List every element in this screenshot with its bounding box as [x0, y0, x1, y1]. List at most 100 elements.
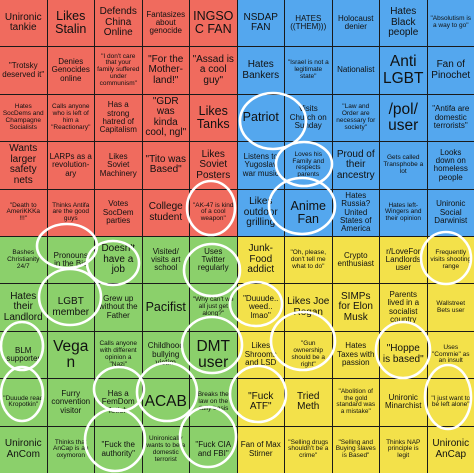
bingo-cell-text: "Death to AmeriKKKa !!!": [6, 201, 41, 223]
bingo-cell: LARPs as a revolution-ary: [47, 142, 94, 189]
bingo-cell-text: "Selling and Buying slaves is Based": [335, 438, 376, 460]
bingo-cell: Hates SocDems and Champagne Socialists: [0, 94, 47, 142]
bingo-cell-text: "Fuck ATF": [248, 390, 274, 413]
bingo-cell-text: Unironically wants to be a domestic terr…: [146, 435, 186, 463]
bingo-cell: "Absolutism is a way to go": [427, 0, 474, 47]
bingo-cell: Patriot: [237, 94, 284, 142]
bingo-cell: Hates Taxes with passion: [332, 331, 379, 379]
bingo-cell: "AK-47 is kind of a cool weapon": [190, 189, 237, 236]
bingo-cell: HATES ((THEM))): [285, 0, 332, 47]
bingo-cell-text: /pol/ user: [388, 100, 419, 134]
bingo-cell: Uses Twitter regularly: [190, 237, 237, 284]
bingo-cell-text: Likes outdoor grilling: [243, 196, 278, 229]
bingo-cell: Childhood bullying victim: [142, 331, 189, 379]
bingo-cell-text: Fantasizes about genocide: [146, 9, 186, 36]
bingo-cell: "Duuude.. weed.. lmao": [237, 284, 284, 331]
bingo-cell: Thinks NAP principle is legit: [380, 426, 427, 473]
bingo-cell-text: "Trotsky deserved it": [2, 61, 45, 79]
bingo-cell: Hates Russia? United States of America: [332, 189, 379, 236]
bingo-cell: Grew up without the Father: [95, 284, 142, 331]
bingo-cell: Unironic AnCap: [427, 426, 474, 473]
bingo-cell: Proud of their ancestry: [332, 142, 379, 189]
bingo-cell: Fan of Max Stirner: [237, 426, 284, 473]
bingo-cell-text: Uses "Commie" as an insult: [432, 343, 470, 365]
bingo-cell: ACAB: [142, 379, 189, 426]
bingo-cell-text: "Antifa are domestic terrorists": [432, 104, 470, 131]
bingo-cell-text: Has a FemDom fetish: [101, 388, 135, 415]
bingo-cell-text: Listens to Yugoslav war music: [242, 151, 279, 178]
bingo-cell-text: Hates Russia? United States of America: [339, 190, 372, 234]
bingo-cell-text: Hates left-Wingers and their opinion: [385, 201, 422, 223]
bingo-cell-text: Wallstreet Bets user: [436, 299, 466, 314]
bingo-cell: Has a FemDom fetish: [95, 379, 142, 426]
bingo-cell: "Law and Order are necessary for society…: [332, 94, 379, 142]
bingo-cell: "Selling drugs shouldn't be a crime": [285, 426, 332, 473]
bingo-cell-text: Loves his Family and respects parents: [292, 150, 325, 179]
bingo-cell: SIMPs for Elon Musk: [332, 284, 379, 331]
bingo-cell: Frequently visits shooting range: [427, 237, 474, 284]
bingo-cell: "Abolition of the gold standard was a mi…: [332, 379, 379, 426]
bingo-cell: Calls anyone who is left of him a "React…: [47, 94, 94, 142]
bingo-cell: Looks down on homeless people: [427, 142, 474, 189]
bingo-cell-text: "Abolition of the gold standard was a mi…: [336, 387, 376, 416]
bingo-cell: "For the Mother-land!": [142, 47, 189, 94]
bingo-cell: Doesn't have a job: [95, 237, 142, 284]
bingo-cell-text: LGBT member: [52, 296, 90, 318]
bingo-cell-text: Likes Soviet Machinery: [99, 151, 137, 178]
bingo-cell-text: Visited/ visits art school: [151, 246, 181, 273]
bingo-cell-text: Doesn't have a job: [101, 243, 136, 276]
bingo-cell: Parents lived in a socialist country: [380, 284, 427, 331]
bingo-cell-text: Has a strong hatred of Capitalism: [99, 100, 137, 135]
bingo-cell-text: Likes Shrooms and LSD: [244, 341, 277, 368]
bingo-cell-text: Likes Soviet Posters: [196, 148, 231, 181]
bingo-cell: Unironic Minarchist: [380, 379, 427, 426]
bingo-cell-text: Tried Meth: [297, 390, 320, 413]
bingo-cell: "Duuude read Kropotkin": [0, 379, 47, 426]
bingo-cell: "Fuck the authority": [95, 426, 142, 473]
bingo-cell-text: "Tito was Based": [145, 153, 186, 176]
bingo-cell-text: Denies Genocides online: [51, 57, 90, 83]
bingo-cell-text: Calls anyone who is left of him a "React…: [51, 103, 91, 131]
bingo-cell-text: Thinks Antifa are the good guys: [52, 201, 90, 223]
bingo-cell: NSDAP FAN: [237, 0, 284, 47]
bingo-cell-text: Thinks NAP principle is legit: [386, 438, 421, 460]
bingo-cell: Hates left-Wingers and their opinion: [380, 189, 427, 236]
bingo-cell-text: "I don't care that your family suffered …: [97, 52, 140, 87]
bingo-cell: Furry convention visitor: [47, 379, 94, 426]
bingo-cell: Calls anyone with different opinion a "N…: [95, 331, 142, 379]
bingo-cell-text: Unironic tankie: [4, 11, 42, 34]
bingo-cell-text: "Why can't we all just get along?": [192, 296, 234, 317]
bingo-cell-text: Votes SocDem parties: [102, 199, 134, 225]
bingo-cell: Bashes Christianity 24/7: [0, 237, 47, 284]
bingo-cell: "I don't care that your family suffered …: [95, 47, 142, 94]
bingo-cell-text: Hates SocDems and Champagne Socialists: [2, 103, 44, 131]
bingo-cell: Likes Shrooms and LSD: [237, 331, 284, 379]
bingo-cell: r/LoveFor Landlords user: [380, 237, 427, 284]
bingo-cell: BLM supporter: [0, 331, 47, 379]
bingo-cell-text: Hates Taxes with passion: [337, 341, 375, 368]
bingo-cell: Uses "Commie" as an insult: [427, 331, 474, 379]
bingo-cell-text: Gets called Transphobe a lot: [383, 154, 424, 175]
bingo-cell: "Trotsky deserved it": [0, 47, 47, 94]
bingo-cell-text: Likes Joe Rogan: [287, 296, 330, 318]
bingo-cell: Anime Fan: [285, 189, 332, 236]
bingo-cell: Defends China Online: [95, 0, 142, 47]
bingo-cell: Likes Soviet Posters: [190, 142, 237, 189]
bingo-cell-text: "Absolutism is a way to go": [430, 15, 472, 30]
bingo-cell: Wants larger safety nets: [0, 142, 47, 189]
bingo-cell-text: "Gun ownership should be a right": [291, 340, 326, 368]
bingo-cell-text: Hates their Landlord: [3, 290, 43, 323]
bingo-cell-text: INGSOC FAN: [193, 9, 234, 37]
bingo-cell: Gets called Transphobe a lot: [380, 142, 427, 189]
bingo-cell: Tried Meth: [285, 379, 332, 426]
bingo-cell: "I just want to be left alone": [427, 379, 474, 426]
bingo-cell-text: Nationalist: [337, 65, 375, 75]
bingo-cell-text: Unironic Social Darwinist: [434, 199, 468, 225]
bingo-cell: Likes Stalin: [47, 0, 94, 47]
bingo-cell-text: "Fuck the authority": [101, 440, 136, 458]
bingo-cell-text: Anti LGBT: [383, 53, 424, 87]
bingo-cell: "Why can't we all just get along?": [190, 284, 237, 331]
bingo-cell-text: Crypto enthusiast: [337, 250, 374, 269]
bingo-cell: LGBT member: [47, 284, 94, 331]
bingo-cell-text: "Oh, please, don't tell me what to do": [290, 248, 327, 270]
